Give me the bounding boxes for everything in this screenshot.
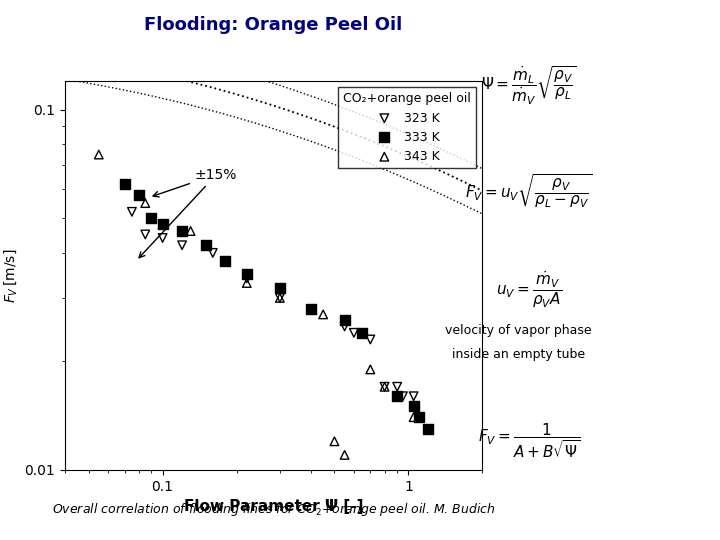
333 K bbox=[119, 180, 130, 188]
323 K bbox=[408, 392, 419, 401]
343 K bbox=[241, 279, 253, 287]
Text: $u_V = \dfrac{\dot{m}_V}{\rho_V A}$: $u_V = \dfrac{\dot{m}_V}{\rho_V A}$ bbox=[496, 270, 562, 310]
323 K bbox=[126, 207, 138, 216]
Text: $\Psi = \dfrac{\dot{m}_L}{\dot{m}_V} \sqrt{\dfrac{\rho_V}{\rho_L}}$: $\Psi = \dfrac{\dot{m}_L}{\dot{m}_V} \sq… bbox=[482, 65, 577, 107]
Text: inside an empty tube: inside an empty tube bbox=[452, 348, 585, 361]
Text: velocity of vapor phase: velocity of vapor phase bbox=[445, 324, 592, 337]
343 K bbox=[140, 199, 151, 207]
343 K bbox=[379, 382, 390, 391]
333 K bbox=[133, 191, 145, 199]
333 K bbox=[145, 214, 157, 222]
323 K bbox=[379, 382, 390, 391]
333 K bbox=[305, 305, 316, 313]
323 K bbox=[207, 248, 219, 257]
333 K bbox=[408, 402, 419, 411]
Text: ±15%: ±15% bbox=[153, 167, 238, 197]
Text: $F_V = u_V \sqrt{\dfrac{\rho_V}{\rho_L - \rho_V}}$: $F_V = u_V \sqrt{\dfrac{\rho_V}{\rho_L -… bbox=[465, 173, 593, 211]
333 K bbox=[422, 424, 433, 433]
323 K bbox=[392, 382, 403, 391]
333 K bbox=[157, 220, 168, 228]
343 K bbox=[392, 392, 403, 401]
333 K bbox=[176, 227, 188, 235]
333 K bbox=[339, 316, 351, 325]
Y-axis label: $F_V\,[\mathrm{m/s}]$: $F_V\,[\mathrm{m/s}]$ bbox=[2, 248, 19, 302]
323 K bbox=[140, 230, 151, 239]
323 K bbox=[157, 234, 168, 242]
343 K bbox=[274, 294, 286, 302]
Text: Overall correlation of flooding lines for CO$_2$+orange peel oil. M. Budich: Overall correlation of flooding lines fo… bbox=[52, 502, 495, 518]
333 K bbox=[200, 241, 212, 249]
323 K bbox=[348, 328, 359, 337]
343 K bbox=[318, 310, 329, 319]
343 K bbox=[339, 450, 351, 459]
323 K bbox=[274, 294, 286, 302]
X-axis label: Flow Parameter Ψ [-]: Flow Parameter Ψ [-] bbox=[184, 499, 364, 514]
333 K bbox=[413, 413, 424, 422]
333 K bbox=[356, 328, 368, 337]
343 K bbox=[408, 413, 419, 422]
343 K bbox=[220, 256, 231, 265]
323 K bbox=[339, 322, 351, 331]
Text: $F_V = \dfrac{1}{A + B\sqrt{\Psi}}$: $F_V = \dfrac{1}{A + B\sqrt{\Psi}}$ bbox=[478, 421, 580, 460]
343 K bbox=[93, 150, 104, 159]
343 K bbox=[328, 437, 340, 445]
Legend: 323 K, 333 K, 343 K: 323 K, 333 K, 343 K bbox=[338, 87, 476, 168]
333 K bbox=[274, 284, 286, 292]
343 K bbox=[185, 227, 197, 235]
323 K bbox=[241, 274, 253, 282]
343 K bbox=[364, 365, 376, 374]
323 K bbox=[176, 241, 188, 249]
323 K bbox=[364, 335, 376, 344]
333 K bbox=[392, 392, 403, 401]
Text: Flooding: Orange Peel Oil: Flooding: Orange Peel Oil bbox=[145, 16, 402, 34]
343 K bbox=[157, 220, 168, 228]
333 K bbox=[220, 256, 231, 265]
323 K bbox=[397, 392, 409, 401]
333 K bbox=[241, 269, 253, 278]
